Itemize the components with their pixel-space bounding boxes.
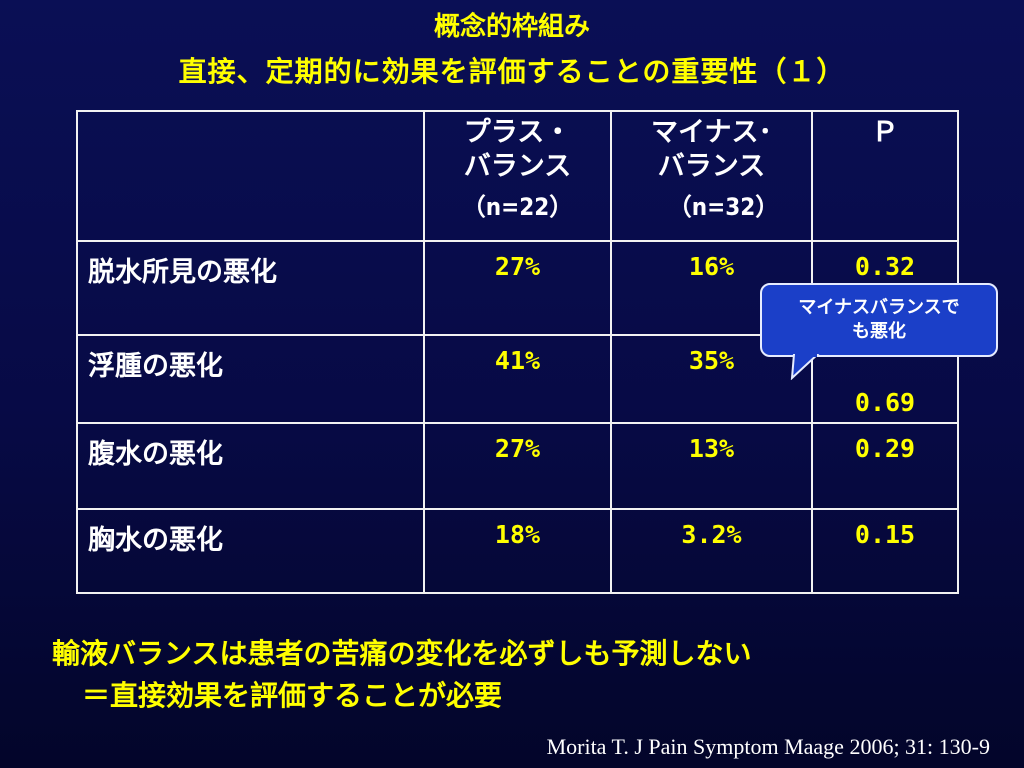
minus-value: 3.2% — [610, 508, 813, 594]
summary-text: 輸液バランスは患者の苦痛の変化を必ずしも予測しない ＝直接効果を評価することが必… — [52, 633, 751, 717]
minus-value: 13% — [610, 422, 813, 510]
table-row: 浮腫の悪化 41% 35% 0.69 — [76, 334, 959, 424]
citation: Morita T. J Pain Symptom Maage 2006; 31:… — [546, 734, 990, 759]
header-plus-line1: プラス・ — [463, 117, 572, 148]
results-table: プラス・ バランス （n=22） マイナス･ バランス （n=32） Ｐ 脱水所… — [76, 110, 959, 594]
table-row: 腹水の悪化 27% 13% 0.29 — [76, 422, 959, 510]
header-minus-balance: マイナス･ バランス （n=32） — [610, 110, 813, 242]
callout-line1: マイナスバランスで — [798, 297, 960, 318]
row-label: 胸水の悪化 — [76, 508, 425, 594]
header-p-value: Ｐ — [811, 110, 959, 242]
table-row: 胸水の悪化 18% 3.2% 0.15 — [76, 508, 959, 594]
plus-value: 41% — [423, 334, 612, 424]
table-header-row: プラス・ バランス （n=22） マイナス･ バランス （n=32） Ｐ — [76, 110, 959, 242]
summary-line2: ＝直接効果を評価することが必要 — [82, 679, 503, 712]
row-label: 浮腫の悪化 — [76, 334, 425, 424]
callout-line2: も悪化 — [852, 321, 906, 342]
header-plus-balance: プラス・ バランス （n=22） — [423, 110, 612, 242]
header-minus-n: （n=32） — [667, 193, 780, 221]
slide-subtitle: 直接、定期的に効果を評価することの重要性（１） — [178, 55, 846, 88]
header-minus-line1: マイナス･ — [651, 117, 772, 148]
callout-tail-icon — [790, 354, 820, 380]
header-p-label: Ｐ — [871, 117, 899, 148]
header-plus-line2: バランス — [463, 151, 572, 182]
plus-value: 27% — [423, 240, 612, 336]
p-value: 0.29 — [811, 422, 959, 510]
p-value: 0.15 — [811, 508, 959, 594]
plus-value: 27% — [423, 422, 612, 510]
plus-value: 18% — [423, 508, 612, 594]
slide-title: 概念的枠組み — [433, 12, 590, 42]
speech-callout: マイナスバランスで も悪化 — [760, 283, 998, 357]
row-label: 脱水所見の悪化 — [76, 240, 425, 336]
p-value: 0.69 — [854, 388, 916, 417]
header-minus-line2: バランス — [657, 151, 766, 182]
header-plus-n: （n=22） — [461, 193, 574, 221]
row-label: 腹水の悪化 — [76, 422, 425, 510]
summary-line1: 輸液バランスは患者の苦痛の変化を必ずしも予測しない — [52, 637, 752, 670]
header-empty-cell — [76, 110, 425, 242]
